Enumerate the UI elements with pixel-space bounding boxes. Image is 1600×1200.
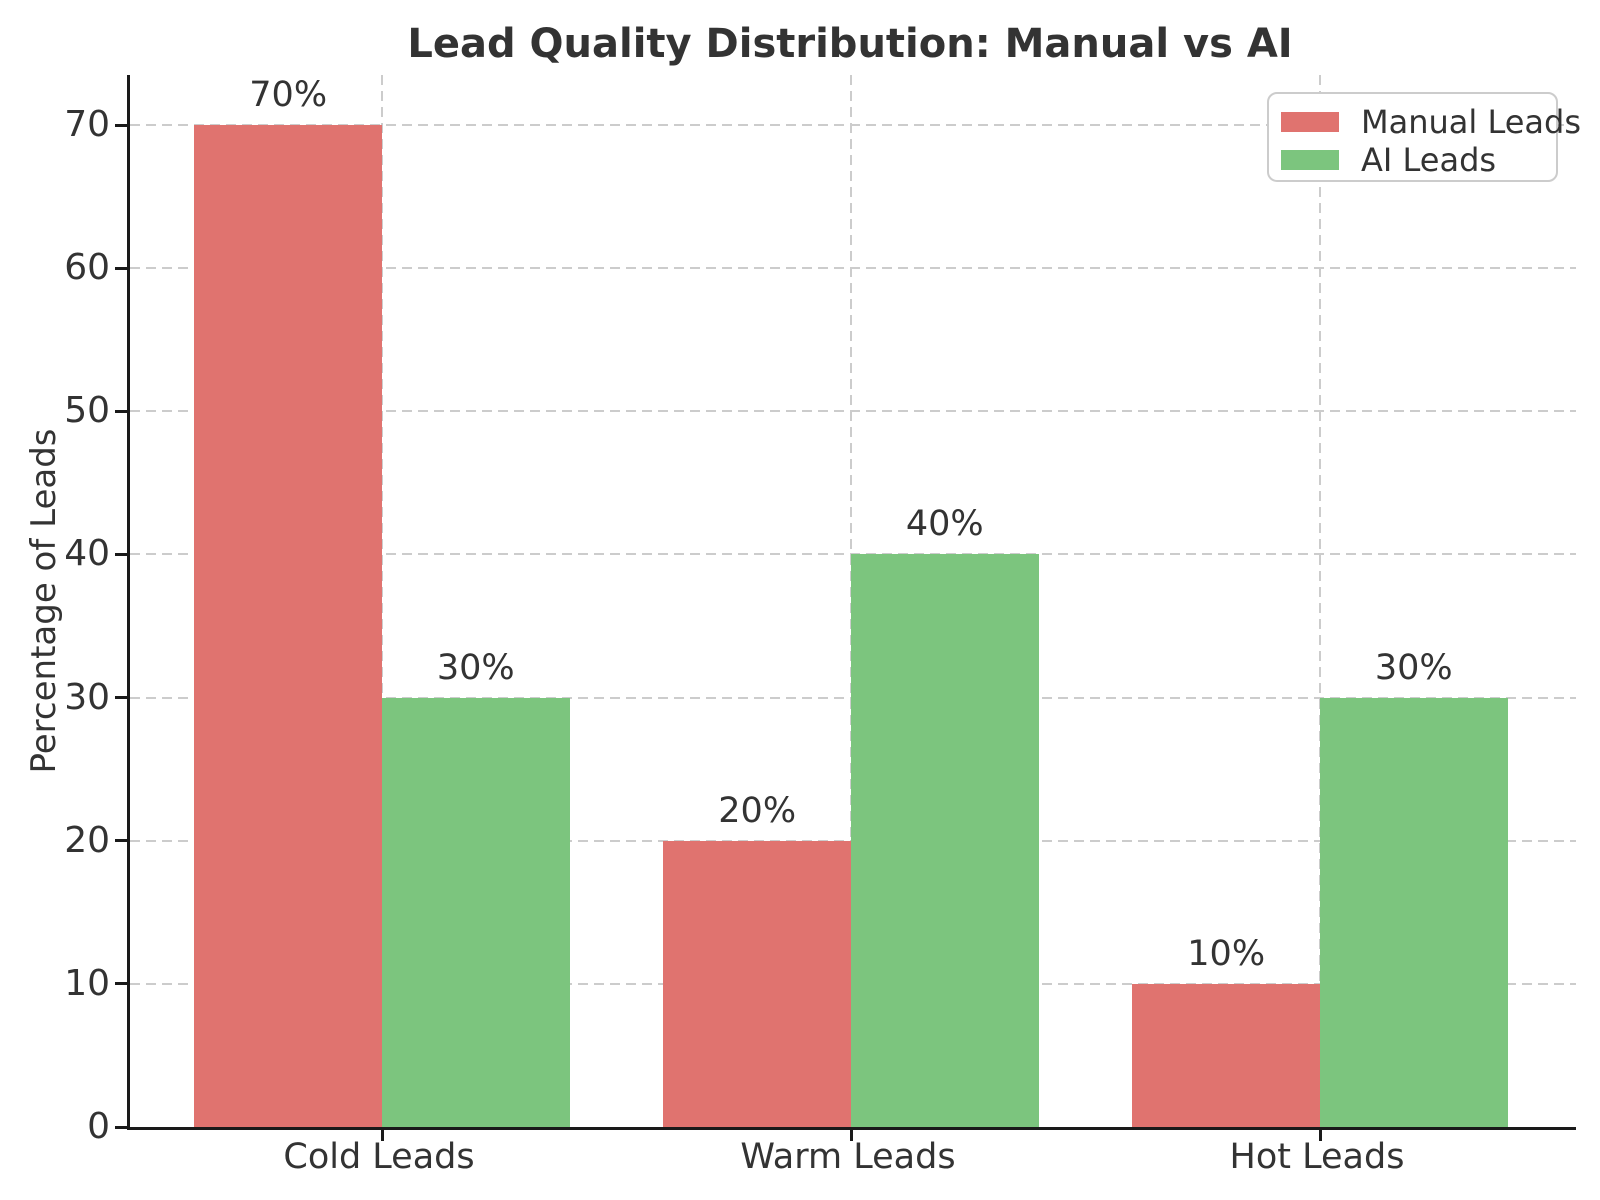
y-tick-mark	[115, 839, 127, 843]
bar-ai-leads	[1320, 697, 1508, 1127]
x-tick-label: Hot Leads	[1229, 1137, 1405, 1177]
y-tick-label: 70	[64, 104, 110, 146]
legend: Manual Leads AI Leads	[1267, 92, 1581, 182]
x-tick-mark	[380, 1130, 384, 1141]
y-tick-label: 20	[64, 819, 110, 861]
x-tick-label: Cold Leads	[283, 1137, 475, 1177]
y-tick-mark	[115, 982, 127, 986]
legend-row: Manual Leads	[1281, 103, 1581, 141]
y-tick-mark	[115, 552, 127, 556]
y-tick-mark	[115, 409, 127, 413]
x-tick-mark	[1318, 1130, 1322, 1141]
bar-value-label: 70%	[249, 75, 328, 116]
bar-value-label: 30%	[436, 647, 515, 688]
bar-value-label: 40%	[905, 504, 984, 545]
y-tick-mark	[115, 123, 127, 127]
bar-manual-leads	[663, 840, 851, 1127]
legend-label: AI Leads	[1361, 141, 1497, 179]
bar-manual-leads	[194, 125, 382, 1127]
plot-area: 70% 30% 20% 40% 10% 30%	[115, 75, 1576, 1141]
x-gridline	[381, 75, 383, 1127]
y-tick-label: 60	[64, 247, 110, 289]
y-axis-label: Percentage of Leads	[24, 428, 64, 774]
bar-ai-leads	[851, 554, 1039, 1127]
y-tick-label: 30	[64, 676, 110, 718]
bar-value-label: 30%	[1374, 647, 1453, 688]
y-tick-mark	[115, 696, 127, 700]
y-tick-mark	[115, 1125, 127, 1129]
bar-ai-leads	[382, 697, 570, 1127]
bar-manual-leads	[1132, 983, 1320, 1127]
legend-swatch-manual-leads	[1281, 112, 1339, 132]
y-gridline	[130, 267, 1576, 270]
y-tick-label: 40	[64, 533, 110, 575]
y-tick-label: 10	[64, 962, 110, 1004]
y-tick-label: 0	[87, 1106, 110, 1147]
legend-swatch-ai-leads	[1281, 150, 1339, 170]
x-gridline	[1319, 75, 1321, 1127]
y-gridline	[130, 410, 1576, 413]
y-tick-mark	[115, 266, 127, 270]
bar-value-label: 10%	[1187, 933, 1266, 974]
y-gridline	[130, 124, 1576, 127]
x-tick-mark	[849, 1130, 853, 1141]
y-gridline	[130, 553, 1576, 556]
legend-row: AI Leads	[1281, 141, 1556, 179]
x-tick-label: Warm Leads	[740, 1137, 956, 1177]
bar-value-label: 20%	[718, 790, 797, 831]
legend-label: Manual Leads	[1361, 103, 1581, 141]
chart-title: Lead Quality Distribution: Manual vs AI	[407, 21, 1293, 67]
y-tick-label: 50	[64, 390, 110, 432]
